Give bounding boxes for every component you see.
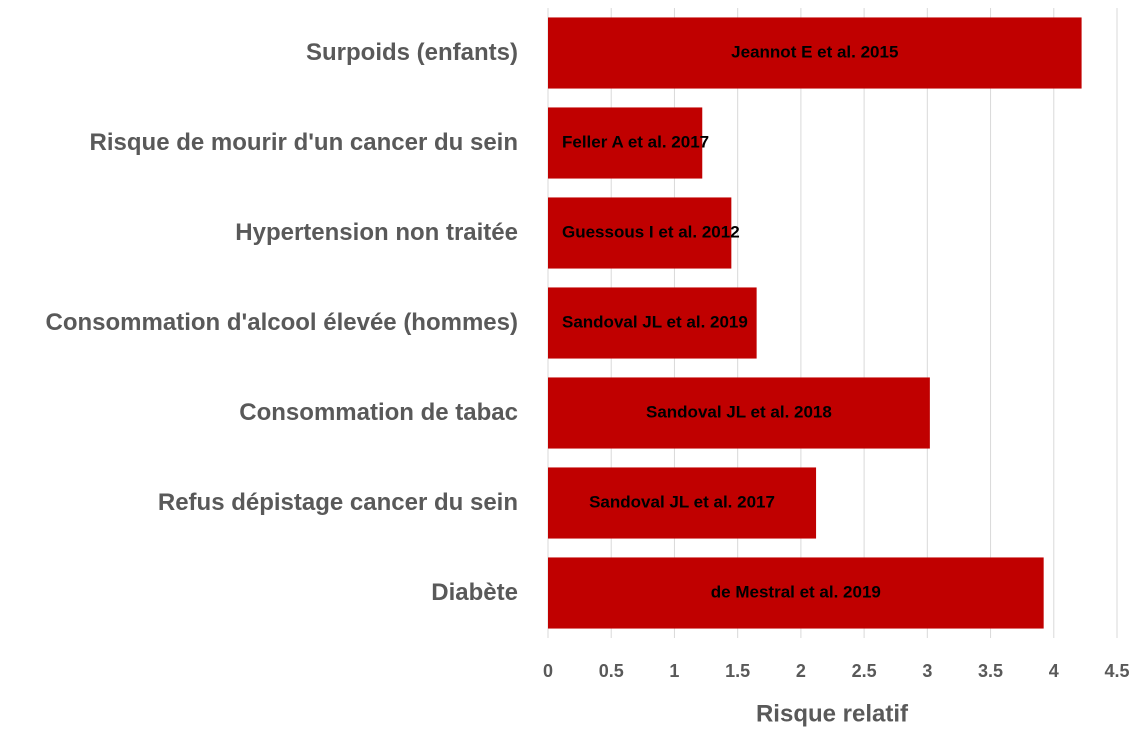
bar bbox=[548, 557, 1044, 629]
x-tick-label: 3 bbox=[922, 661, 932, 681]
bar bbox=[548, 107, 703, 179]
y-tick-label: Surpoids (enfants) bbox=[305, 39, 518, 66]
bar-label: Feller A et al. 2017 bbox=[562, 132, 709, 151]
x-tick-label: 4.5 bbox=[1104, 661, 1129, 681]
bar bbox=[548, 377, 930, 449]
x-tick-label: 2.5 bbox=[852, 661, 877, 681]
x-tick-label: 1.5 bbox=[725, 661, 750, 681]
bar bbox=[548, 17, 1082, 89]
bar-label: de Mestral et al. 2019 bbox=[711, 582, 881, 601]
x-tick-label: 4 bbox=[1049, 661, 1059, 681]
y-tick-label: Refus dépistage cancer du sein bbox=[157, 489, 518, 516]
x-axis-title: Risque relatif bbox=[756, 700, 909, 727]
bar bbox=[548, 467, 817, 539]
y-tick-label: Consommation d'alcool élevée (hommes) bbox=[45, 309, 518, 336]
x-tick-label: 1 bbox=[669, 661, 679, 681]
y-tick-label: Consommation de tabac bbox=[239, 399, 518, 426]
x-tick-label: 0.5 bbox=[599, 661, 624, 681]
x-tick-label: 2 bbox=[796, 661, 806, 681]
bar-label: Sandoval JL et al. 2018 bbox=[646, 402, 832, 421]
bar-label: Guessous I et al. 2012 bbox=[562, 222, 740, 241]
x-tick-label: 0 bbox=[543, 661, 553, 681]
bar bbox=[548, 287, 757, 359]
bar-label: Sandoval JL et al. 2017 bbox=[589, 492, 775, 511]
y-tick-label: Risque de mourir d'un cancer du sein bbox=[89, 129, 518, 156]
y-tick-label: Diabète bbox=[431, 579, 518, 606]
bar-label: Sandoval JL et al. 2019 bbox=[562, 312, 748, 331]
y-tick-label: Hypertension non traitée bbox=[235, 219, 518, 246]
x-tick-label: 3.5 bbox=[978, 661, 1003, 681]
bar bbox=[548, 197, 732, 269]
bar-label: Jeannot E et al. 2015 bbox=[731, 42, 898, 61]
